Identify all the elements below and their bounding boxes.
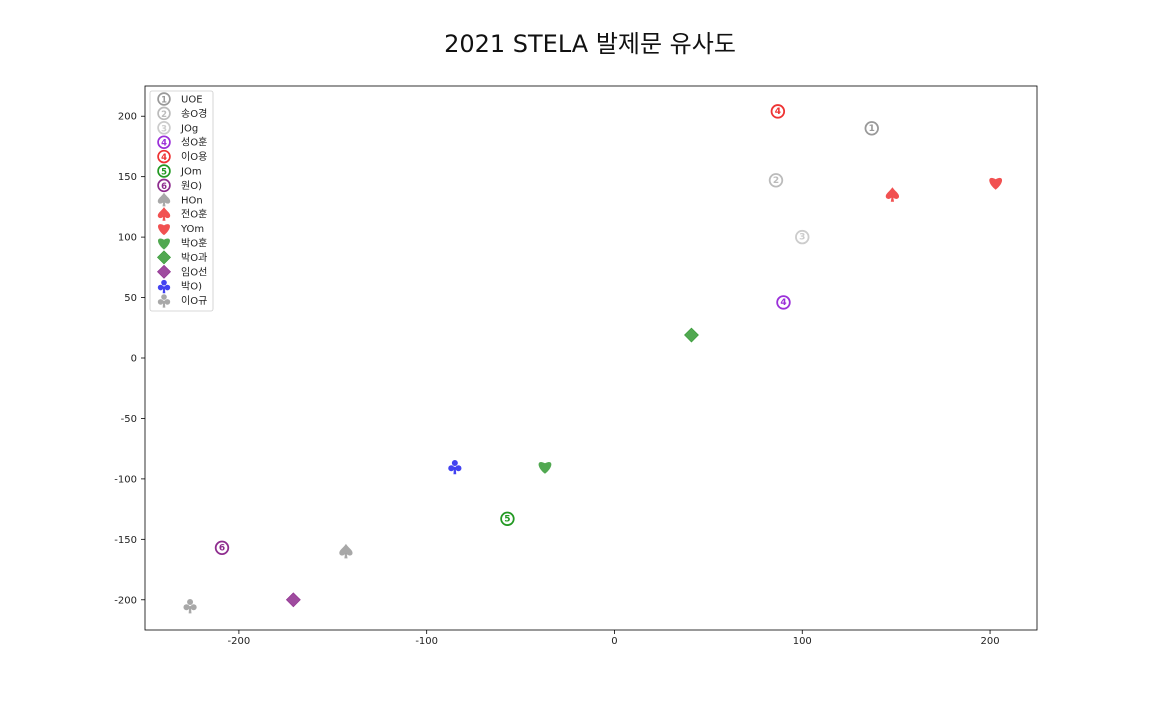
legend-marker bbox=[157, 192, 171, 207]
legend-label: 박O) bbox=[181, 281, 202, 293]
plot-area bbox=[144, 85, 1038, 631]
svg-text:4: 4 bbox=[161, 152, 167, 162]
x-tick-label: -200 bbox=[228, 636, 251, 647]
y-tick-label: 50 bbox=[124, 293, 137, 304]
data-point bbox=[448, 460, 462, 475]
svg-text:3: 3 bbox=[799, 233, 805, 243]
legend-marker: 5 bbox=[157, 164, 171, 178]
svg-text:5: 5 bbox=[161, 166, 167, 176]
y-axis: -200 -150 -100 -50 0 50 100 150 200 bbox=[114, 112, 145, 606]
legend-label: 박O훈 bbox=[181, 237, 207, 250]
data-point bbox=[684, 327, 699, 343]
data-point bbox=[183, 599, 197, 614]
data-point: 4 bbox=[776, 295, 791, 310]
svg-text:6: 6 bbox=[161, 181, 167, 191]
svg-text:1: 1 bbox=[161, 94, 167, 104]
data-point bbox=[285, 592, 301, 608]
y-tick-label: 150 bbox=[118, 172, 137, 183]
legend-marker: 6 bbox=[157, 178, 171, 193]
legend-label: 전O훈 bbox=[181, 208, 207, 221]
data-point: 6 bbox=[214, 540, 230, 555]
legend-marker: 4 bbox=[157, 149, 171, 164]
x-axis: -200 -100 0 100 200 bbox=[228, 630, 1000, 647]
y-tick-label: -50 bbox=[121, 414, 137, 425]
svg-text:5: 5 bbox=[504, 514, 510, 524]
data-point bbox=[339, 543, 353, 559]
x-tick-label: 0 bbox=[611, 636, 617, 647]
legend-marker bbox=[158, 238, 170, 250]
legend-label: 원O) bbox=[181, 180, 202, 192]
legend-label: 송O경 bbox=[181, 107, 207, 120]
legend-label: 이O용 bbox=[181, 151, 207, 163]
legend-marker: 1 bbox=[157, 92, 171, 106]
data-point bbox=[538, 461, 552, 474]
data-points: 1 2 3 4 4 5 6 bbox=[183, 104, 1003, 614]
legend-marker bbox=[157, 279, 171, 294]
legend-label: 성O훈 bbox=[181, 136, 207, 149]
legend-marker: 3 bbox=[157, 121, 171, 135]
svg-text:3: 3 bbox=[161, 123, 167, 133]
legend-label: 박O과 bbox=[181, 252, 207, 264]
legend-marker bbox=[157, 264, 171, 279]
y-tick-label: 200 bbox=[118, 112, 137, 123]
data-point bbox=[885, 187, 900, 202]
legend-label: JOg bbox=[180, 123, 198, 134]
legend-marker bbox=[157, 250, 171, 265]
data-point: 4 bbox=[770, 104, 786, 119]
legend-label: 임O선 bbox=[181, 265, 207, 278]
legend-marker: 2 bbox=[157, 106, 171, 121]
chart-title: 2021 STELA 발제문 유사도 bbox=[444, 30, 736, 58]
legend-label: YOm bbox=[180, 224, 204, 235]
legend-marker bbox=[157, 294, 171, 308]
legend-marker: 4 bbox=[157, 135, 171, 149]
data-point: 2 bbox=[768, 173, 784, 188]
svg-text:6: 6 bbox=[219, 543, 225, 553]
legend-label: JOm bbox=[180, 167, 202, 178]
y-tick-label: 0 bbox=[131, 354, 137, 365]
y-tick-label: -200 bbox=[114, 595, 137, 606]
svg-text:4: 4 bbox=[775, 107, 781, 117]
legend-label: 이O규 bbox=[181, 295, 207, 307]
data-point bbox=[989, 177, 1003, 190]
legend-label: HOn bbox=[181, 195, 203, 206]
svg-text:4: 4 bbox=[161, 138, 167, 148]
svg-text:2: 2 bbox=[161, 109, 167, 119]
legend-label: UOE bbox=[181, 95, 203, 106]
data-point: 5 bbox=[500, 511, 515, 526]
svg-text:1: 1 bbox=[869, 124, 875, 134]
legend-marker bbox=[157, 207, 171, 221]
legend-marker bbox=[158, 224, 170, 236]
svg-text:4: 4 bbox=[780, 298, 786, 308]
data-point: 3 bbox=[795, 229, 810, 245]
svg-text:2: 2 bbox=[773, 176, 779, 186]
legend: 1 UOE 2 송O경 3 JOg 4 성O훈 4 이O용 5 JOm 6 원O) HOn 전O훈 YOm 박O훈… bbox=[149, 90, 214, 312]
x-tick-label: 100 bbox=[793, 636, 812, 647]
x-tick-label: 200 bbox=[981, 636, 1000, 647]
y-tick-label: -100 bbox=[114, 474, 137, 485]
data-point: 1 bbox=[864, 121, 879, 136]
y-tick-label: 100 bbox=[118, 233, 137, 244]
y-tick-label: -150 bbox=[114, 535, 137, 546]
x-tick-label: -100 bbox=[415, 636, 438, 647]
